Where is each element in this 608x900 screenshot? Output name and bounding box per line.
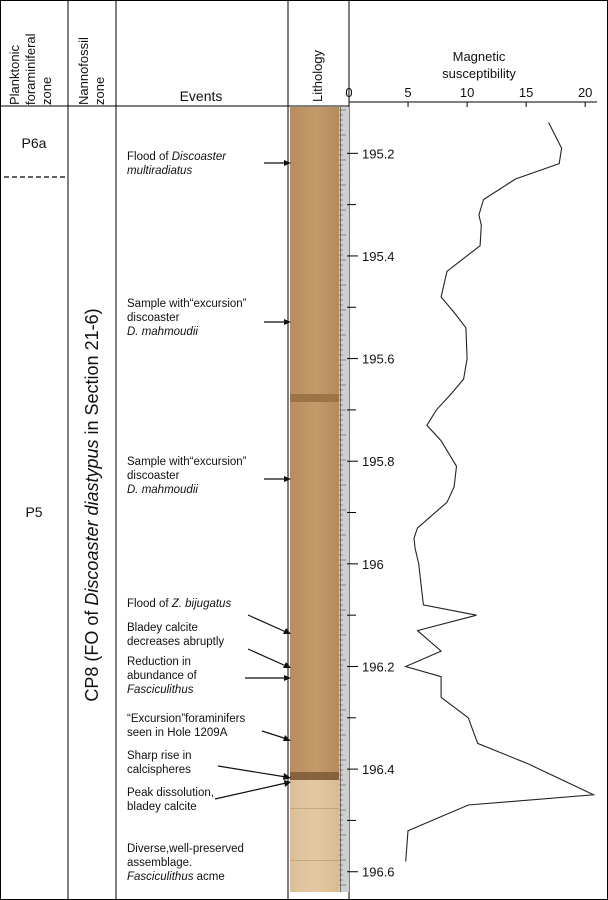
header-events: Events	[180, 88, 223, 104]
header-nannofossil: Nannofossil zone	[76, 37, 107, 105]
depth-tick-label: 195.6	[362, 352, 395, 367]
event-arrow	[214, 782, 287, 800]
magnetic-susceptibility-chart: 0 5 10 15 20 195.2 195.4 195.6 195.8 196 196.2 196…	[345, 85, 597, 880]
event-excursion-discoaster-2: Sample with“excursion” discoaster D. mah…	[127, 456, 291, 496]
x-tick-label: 5	[404, 85, 411, 100]
depth-tick-label: 196	[362, 557, 384, 572]
header-planktonic-line-1: Planktonic	[7, 45, 22, 105]
zone-p5: P5	[25, 504, 42, 520]
header-nannofossil-line-2: zone	[92, 77, 107, 105]
header-magnetic-line-1: Magnetic	[453, 49, 506, 64]
event-label: Diverse,well-preserved assemblage. Fasci…	[127, 843, 247, 883]
depth-tick-label: 196.4	[362, 762, 395, 777]
event-label: Sharp rise in calcispheres	[127, 750, 195, 776]
arrow-head-icon	[284, 675, 291, 681]
arrow-head-icon	[284, 476, 291, 482]
arrow-head-icon	[284, 319, 291, 325]
depth-axis-ticks: 195.2 195.4 195.6 195.8 196 196.2 196.4 196.6	[347, 146, 395, 880]
event-arrow	[261, 730, 288, 740]
event-arrow	[247, 648, 287, 667]
header-nannofossil-line-1: Nannofossil	[76, 37, 91, 105]
event-label: Flood of Z. bijugatus	[127, 598, 231, 610]
arrow-head-icon	[284, 780, 291, 787]
nannofossil-zone-species: Discoaster diastypus	[82, 439, 102, 605]
x-tick-label: 20	[578, 85, 592, 100]
header-magnetic-line-2: susceptibility	[442, 66, 516, 81]
header-planktonic-line-3: zone	[39, 77, 54, 105]
arrow-head-icon	[283, 628, 291, 634]
event-label: Peak dissolution, bladey calcite	[127, 787, 217, 813]
x-tick-label: 10	[460, 85, 474, 100]
header-lithology: Lithology	[310, 49, 325, 102]
event-diverse-assemblage: Diverse,well-preserved assemblage. Fasci…	[127, 843, 247, 883]
event-flood-bijugatus: Flood of Z. bijugatus	[127, 598, 291, 634]
header-planktonic-line-2: foraminiferal	[23, 33, 38, 105]
event-label: “Excursion”foraminifers seen in Hole 120…	[127, 713, 248, 739]
header-planktonic: Planktonic foraminiferal zone	[7, 33, 54, 105]
nannofossil-zone-label: CP8 (FO of Discoaster diastypus in Secti…	[82, 308, 102, 701]
zone-p6a: P6a	[22, 135, 47, 151]
depth-tick-label: 196.2	[362, 659, 395, 674]
event-label: Flood of Discoaster multiradiatus	[127, 151, 229, 177]
x-tick-label: 0	[345, 85, 352, 100]
event-reduction-fasciculithus: Reduction in abundance of Fasciculithus	[127, 656, 291, 696]
arrow-head-icon	[284, 160, 291, 166]
event-peak-dissolution: Peak dissolution, bladey calcite	[127, 780, 291, 813]
event-arrow	[217, 765, 287, 778]
event-bladey-calcite: Bladey calcite decreases abruptly	[127, 622, 291, 668]
arrow-head-icon	[283, 773, 291, 780]
depth-tick-label: 196.6	[362, 865, 395, 880]
core-photo	[290, 107, 349, 892]
nannofossil-zone-prefix: CP8 (FO of	[82, 606, 102, 702]
event-label: Bladey calcite decreases abruptly	[127, 622, 224, 648]
depth-tick-label: 195.8	[362, 454, 395, 469]
depth-tick-label: 195.2	[362, 146, 395, 161]
arrow-head-icon	[283, 662, 291, 668]
event-excursion-foraminifers: “Excursion”foraminifers seen in Hole 120…	[127, 713, 291, 741]
x-tick-label: 15	[519, 85, 533, 100]
magnetic-susceptibility-line	[404, 122, 596, 862]
event-flood-multiradiatus: Flood of Discoaster multiradiatus	[127, 151, 291, 177]
x-axis-ticks: 0 5 10 15 20	[345, 85, 592, 107]
event-excursion-discoaster-1: Sample with“excursion” discoaster D. mah…	[127, 298, 291, 338]
arrow-head-icon	[283, 735, 291, 741]
event-arrow	[247, 614, 287, 633]
depth-tick-label: 195.4	[362, 249, 395, 264]
event-label: Reduction in abundance of Fasciculithus	[127, 656, 200, 696]
event-label: Sample with“excursion” discoaster D. mah…	[127, 298, 250, 338]
event-label: Sample with“excursion” discoaster D. mah…	[127, 456, 250, 496]
event-calcispheres-rise: Sharp rise in calcispheres	[127, 750, 291, 780]
core-ruler	[339, 109, 346, 886]
nannofossil-zone-suffix: in Section 21-6)	[82, 308, 102, 439]
